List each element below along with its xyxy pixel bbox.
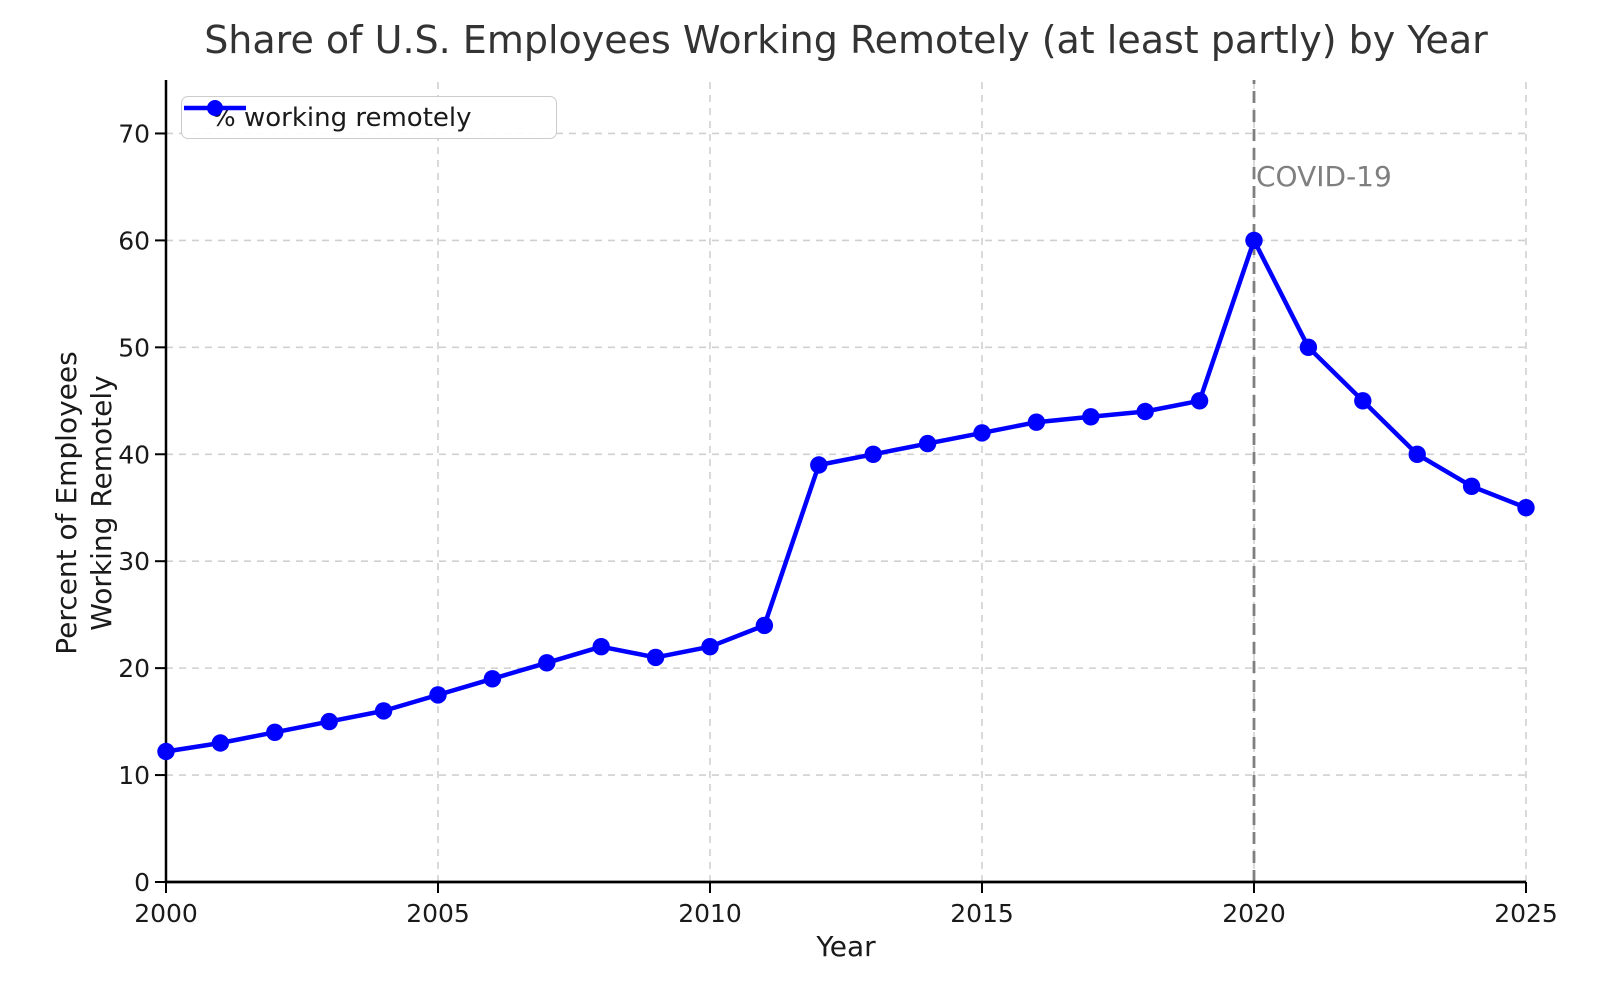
data-point-marker — [1408, 445, 1426, 463]
legend: % working remotely — [181, 96, 557, 139]
y-tick-label: 20 — [118, 654, 150, 683]
y-axis-label-line1: Percent of Employees — [50, 351, 83, 655]
data-point-marker — [483, 670, 502, 688]
data-point-marker — [429, 686, 447, 704]
x-tick-label: 2000 — [134, 899, 198, 928]
legend-label: % working remotely — [211, 102, 472, 133]
x-tick-label: 2005 — [406, 899, 470, 928]
data-point-marker — [374, 702, 393, 720]
data-point-marker — [1517, 499, 1535, 517]
data-point-marker — [1190, 392, 1209, 410]
data-point-marker — [320, 712, 338, 731]
y-tick-label: 0 — [134, 868, 150, 897]
y-tick-label: 10 — [118, 761, 150, 790]
x-tick-label: 2020 — [1222, 899, 1286, 928]
data-point-marker — [973, 424, 991, 442]
data-point-marker — [810, 456, 828, 474]
data-point-marker — [1299, 338, 1318, 356]
y-tick-label: 60 — [118, 226, 150, 255]
data-point-marker — [211, 734, 230, 752]
data-point-marker — [266, 723, 284, 741]
data-point-marker — [1082, 408, 1100, 426]
data-point-marker — [864, 445, 882, 463]
data-point-marker — [1462, 477, 1481, 495]
y-tick-label: 70 — [118, 119, 150, 148]
x-tick-label: 2015 — [950, 899, 1014, 928]
data-point-marker — [157, 742, 175, 761]
data-point-marker — [755, 616, 774, 635]
data-point-marker — [1136, 402, 1154, 421]
data-point-marker — [1027, 413, 1046, 431]
data-point-marker — [1245, 231, 1263, 250]
x-tick-label: 2025 — [1494, 899, 1558, 928]
data-point-marker — [918, 434, 937, 453]
x-tick-label: 2010 — [678, 899, 742, 928]
y-tick-label: 30 — [118, 547, 150, 576]
data-point-marker — [538, 654, 556, 672]
data-point-marker — [592, 638, 610, 656]
legend-line-marker-icon — [184, 100, 246, 116]
y-tick-label: 50 — [118, 333, 150, 362]
y-axis-label-line2: Working Remotely — [85, 375, 118, 631]
trend-line — [163, 238, 1529, 754]
data-point-marker — [701, 638, 719, 656]
chart-title: Share of U.S. Employees Working Remotely… — [204, 18, 1488, 62]
y-axis-label: Percent of Employees Working Remotely — [49, 288, 121, 718]
x-axis-label: Year — [816, 930, 876, 963]
covid-annotation-label: COVID-19 — [1256, 160, 1392, 193]
data-point-marker — [646, 648, 665, 667]
y-tick-label: 40 — [118, 440, 150, 469]
data-point-marker — [1354, 392, 1372, 410]
